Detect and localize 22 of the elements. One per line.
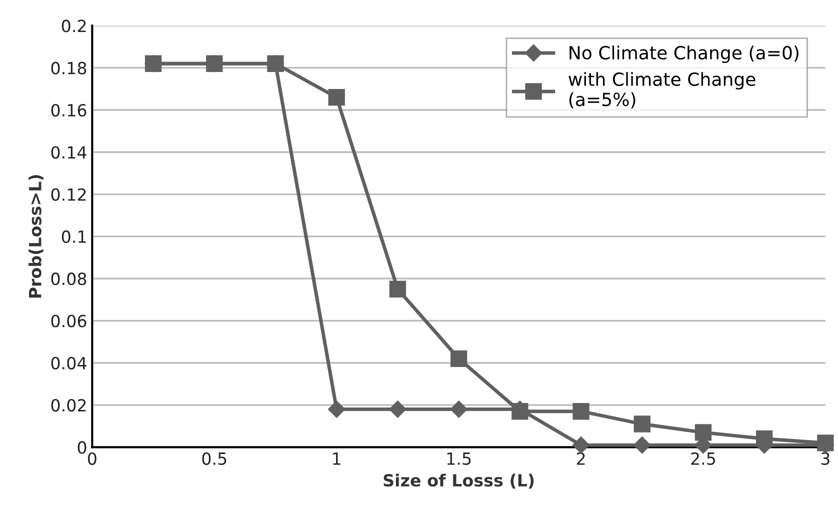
y-tick-label: 0.08 [51, 272, 86, 286]
x-axis-title: Size of Losss (L) [384, 474, 534, 489]
x-tick-label: 0 [88, 452, 96, 465]
x-tick-label: 2 [576, 452, 585, 465]
y-tick-label: 0.12 [51, 188, 86, 201]
y-axis-title: Prob(Loss>L) [28, 175, 44, 298]
y-tick-label: 0.18 [51, 62, 86, 74]
y-tick-label: 0.14 [51, 146, 86, 159]
x-tick-label: 0.5 [202, 452, 226, 465]
y-tick-label: 0.1 [62, 230, 86, 244]
y-tick-label: 0.16 [51, 104, 86, 117]
x-tick-label: 1.5 [447, 452, 471, 465]
x-tick-label: 1 [333, 452, 340, 465]
y-tick-label: 0 [78, 441, 86, 454]
x-tick-label: 2.5 [691, 452, 716, 465]
legend-label: No Climate Change (a=0) [570, 46, 798, 64]
x-tick-label: 3 [821, 452, 830, 465]
y-tick-label: 0.04 [51, 356, 86, 370]
legend-label: with Climate Change (a=5%) [568, 72, 756, 108]
y-tick-label: 0.06 [51, 314, 86, 328]
y-tick-label: 0.2 [62, 20, 86, 32]
y-tick-label: 0.02 [51, 398, 86, 412]
